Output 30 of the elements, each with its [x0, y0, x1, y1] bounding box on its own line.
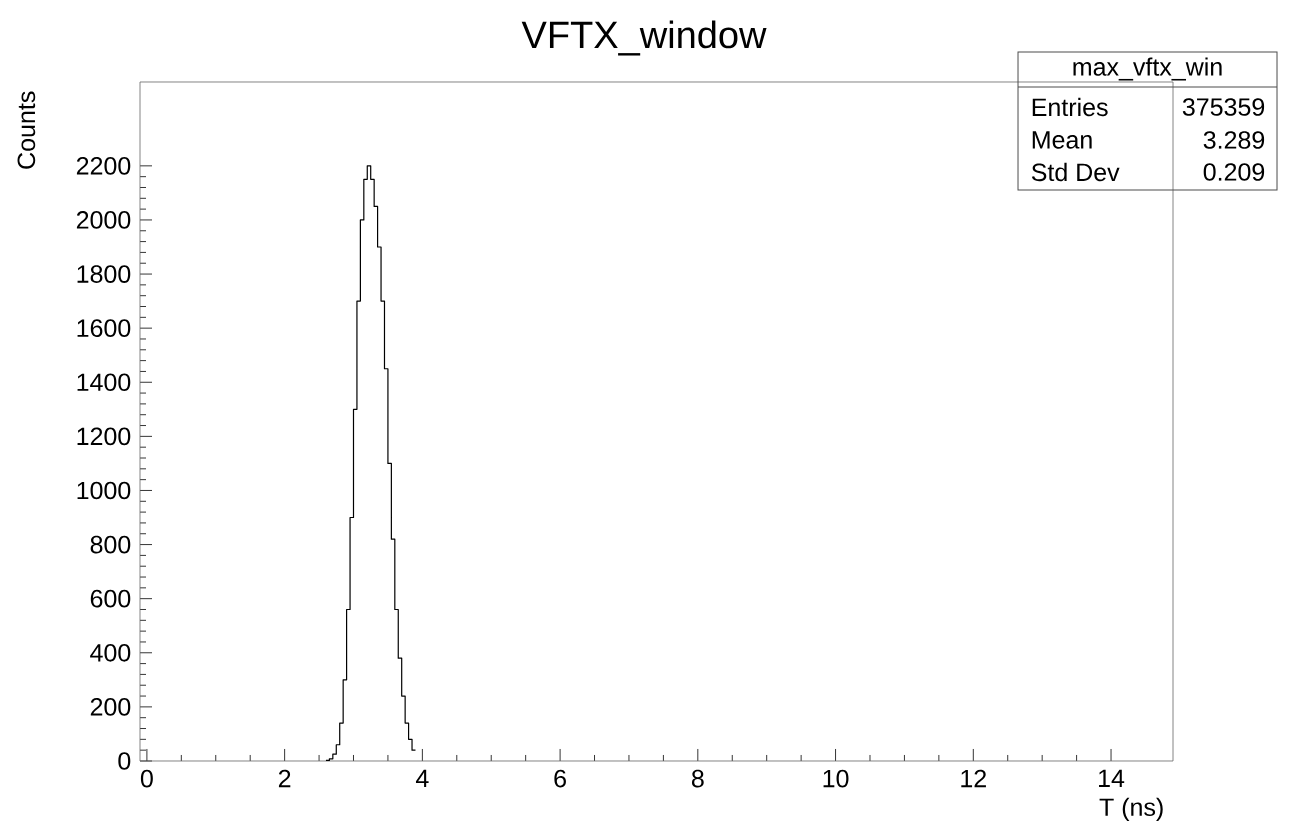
- y-tick-label: 2000: [76, 211, 131, 229]
- annotation: Std Dev: [1031, 162, 1120, 182]
- y-tick-label: 400: [90, 643, 131, 662]
- y-tick-label: 600: [90, 589, 131, 608]
- text: 0.209: [1203, 163, 1265, 181]
- y-tick-label: 1400: [77, 373, 131, 392]
- y-tick-label: 0: [118, 752, 131, 770]
- annotation: Entries: [1032, 97, 1108, 117]
- x-tick-label: 14: [1099, 769, 1125, 787]
- annotation: Mean: [1032, 131, 1092, 149]
- y-tick-label: 1200: [77, 427, 131, 446]
- y-tick-label: 1800: [77, 265, 131, 283]
- text: 3.289: [1203, 131, 1265, 149]
- y-tick-label: 2200: [76, 157, 131, 175]
- chart-title: VFTX_window: [521, 20, 767, 56]
- x-tick-label: 0: [140, 769, 153, 788]
- x-tick-label: 2: [278, 769, 291, 788]
- text: 375359: [1182, 98, 1265, 116]
- y-axis-title: Counts: [17, 91, 36, 169]
- x-tick-label: 10: [823, 769, 849, 788]
- x-tick-label: 6: [554, 769, 566, 788]
- text: max_vftx_win: [1073, 57, 1222, 81]
- y-tick-label: 800: [90, 535, 131, 554]
- x-axis-title: T (ns): [1099, 797, 1163, 822]
- x-tick-label: 12: [961, 769, 986, 788]
- y-tick-label: 1600: [77, 319, 131, 338]
- x-tick-label: 4: [415, 769, 429, 787]
- x-tick-label: 8: [691, 769, 704, 788]
- y-tick-label: 200: [90, 698, 131, 716]
- y-tick-label: 1000: [77, 481, 131, 500]
